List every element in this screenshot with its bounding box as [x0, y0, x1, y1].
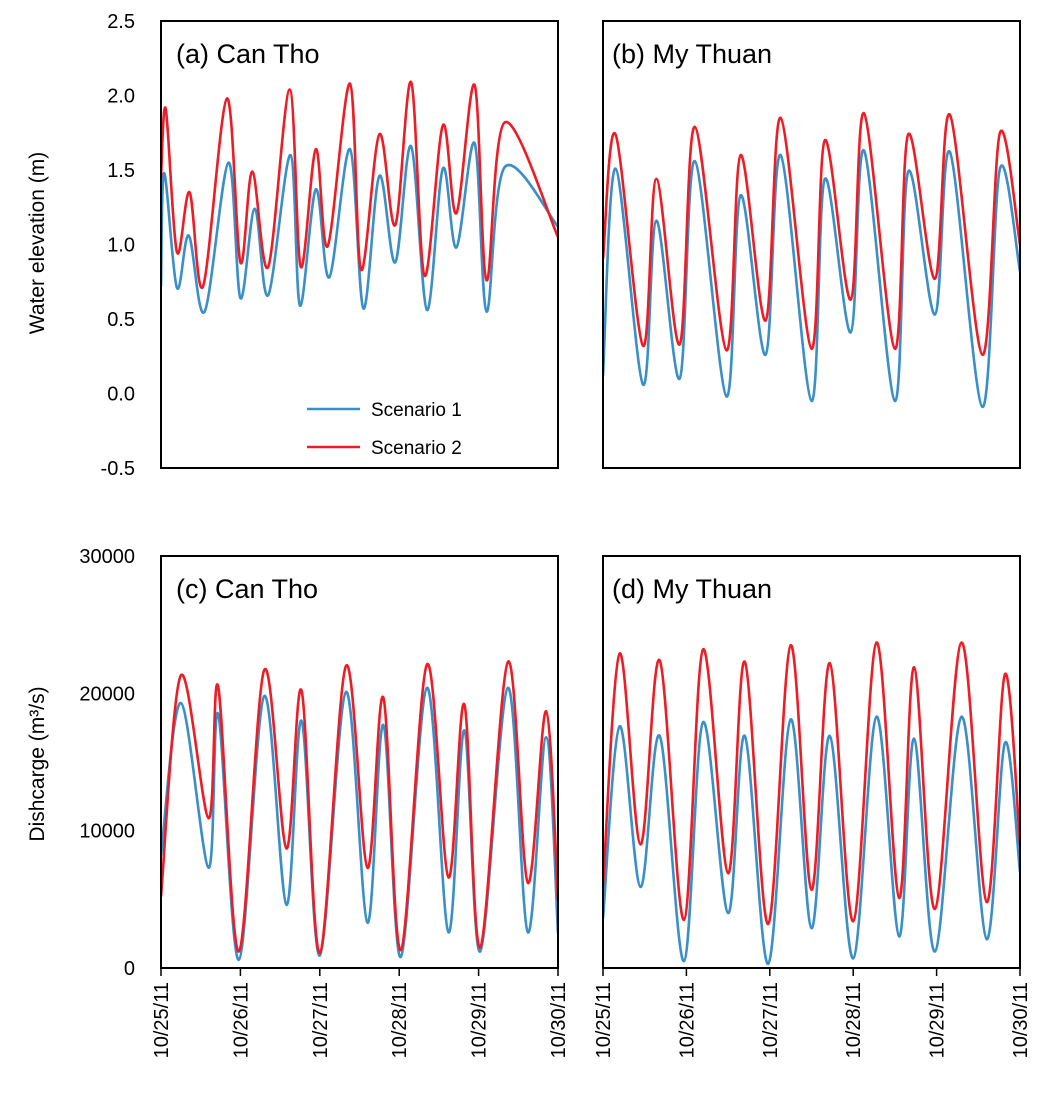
x-tick-label-c: 10/25/11 [151, 982, 173, 1058]
y-tick-label-a: 0.5 [107, 309, 135, 331]
y-tick-label-a: -0.5 [101, 458, 135, 480]
panel-d: (d) My Thuan 10/25/11 10/26/11 10/27/11 10/… [593, 555, 1032, 1058]
y-tick-label-a: 1.0 [107, 235, 135, 257]
legend-label-scenario-2: Scenario 2 [371, 438, 462, 459]
plot-frame-a [160, 20, 559, 469]
legend: Scenario 1 Scenario 2 [307, 400, 462, 459]
y-axis-title-top: Water elevation (m) [26, 152, 49, 334]
y-tick-label-c: 0 [124, 958, 135, 980]
y-axis-title-bottom: Dishcarge (m³/s) [26, 686, 49, 841]
x-tick-label-c: 10/30/11 [548, 982, 570, 1058]
y-tick-label-a: 2.0 [107, 86, 135, 108]
series-line-2-d [603, 641, 1020, 926]
y-tick-label-c: 20000 [79, 683, 135, 705]
panel-title-d: (d) My Thuan [612, 574, 772, 604]
panel-title-c: (c) Can Tho [176, 574, 318, 604]
panel-c: (c) Can Tho 0 10000 20000 30000 10/25/11 10/2… [79, 546, 570, 1058]
y-tick-label-c: 30000 [79, 546, 135, 568]
x-tick-label-d: 10/27/11 [760, 982, 782, 1058]
x-tick-label-d: 10/28/11 [843, 982, 865, 1058]
plot-frame-b [602, 20, 1021, 469]
panel-title-b: (b) My Thuan [612, 39, 772, 69]
series-line-1-a [161, 141, 558, 314]
series-line-2-b [603, 112, 1020, 357]
series-line-1-d [603, 715, 1020, 966]
y-tick-label-a: 2.5 [107, 11, 135, 33]
legend-label-scenario-1: Scenario 1 [371, 400, 462, 421]
x-tick-label-c: 10/27/11 [310, 982, 332, 1058]
x-tick-label-d: 10/26/11 [676, 982, 698, 1058]
x-tick-label-d: 10/25/11 [593, 982, 615, 1058]
y-tick-label-a: 1.5 [107, 160, 135, 182]
x-tick-label-d: 10/30/11 [1010, 982, 1032, 1058]
panel-title-a: (a) Can Tho [176, 39, 320, 69]
y-tick-label-c: 10000 [79, 821, 135, 843]
panel-a: (a) Can Tho -0.5 0.0 0.5 1.0 1.5 2.0 2.5 [101, 11, 559, 480]
x-tick-label-c: 10/29/11 [469, 982, 491, 1058]
x-tick-label-c: 10/26/11 [230, 982, 252, 1058]
plot-frame-c [160, 555, 559, 969]
x-tick-label-c: 10/28/11 [389, 982, 411, 1058]
plot-frame-d [602, 555, 1021, 969]
series-line-2-a [161, 80, 558, 290]
series-line-2-c [161, 660, 558, 955]
series-line-1-b [603, 149, 1020, 409]
x-tick-label-d: 10/29/11 [927, 982, 949, 1058]
panel-b: (b) My Thuan [602, 20, 1021, 469]
y-tick-label-a: 0.0 [107, 384, 135, 406]
